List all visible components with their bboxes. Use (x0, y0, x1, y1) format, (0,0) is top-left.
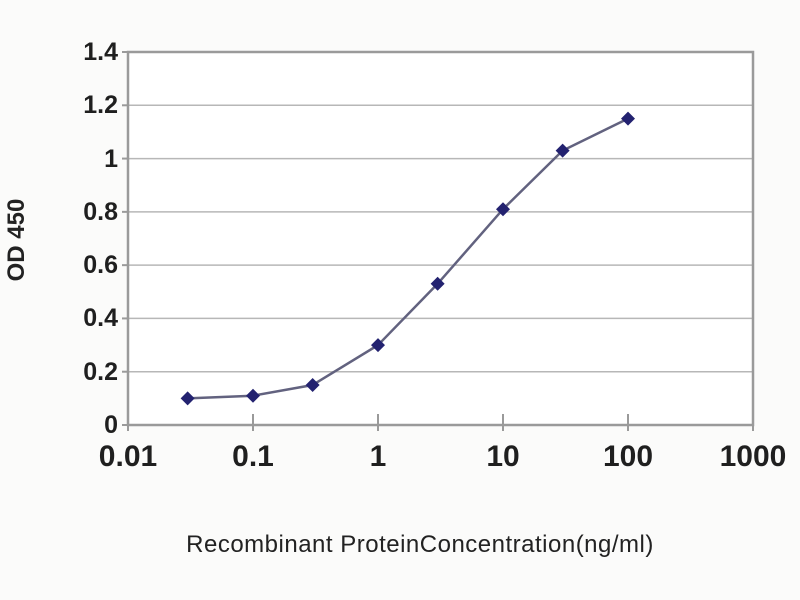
x-tick-label: 10 (486, 440, 520, 473)
x-tick-label: 1 (369, 440, 387, 473)
y-axis-title: OD 450 (3, 198, 30, 282)
data-point-marker (180, 391, 195, 406)
data-point-marker (305, 378, 320, 393)
data-point-marker (621, 111, 635, 126)
x-tick-label: 0.1 (232, 440, 274, 473)
y-tick-label: 1.2 (83, 91, 118, 120)
y-tick-label: 0.8 (83, 197, 118, 226)
data-point-marker (555, 143, 570, 158)
y-tick-label: 0.6 (83, 251, 118, 280)
data-point-marker (496, 202, 510, 217)
y-tick-label: 0 (104, 411, 118, 439)
y-tick-label: 1 (104, 144, 118, 173)
data-point-marker (430, 276, 445, 291)
series-line (187, 117, 629, 400)
y-tick-label: 0.4 (83, 304, 118, 333)
data-point-marker (246, 388, 260, 403)
y-tick-label: 1.4 (83, 38, 118, 66)
x-tick-label: 1000 (719, 440, 787, 473)
data-point-marker (371, 338, 385, 353)
x-tick-label: 0.01 (98, 440, 158, 473)
y-tick-label: 0.2 (83, 357, 118, 386)
plot-background (128, 52, 753, 425)
x-axis-title: Recombinant ProteinConcentration(ng/ml) (186, 531, 654, 558)
x-tick-label: 100 (602, 440, 654, 473)
plot-border (126, 50, 755, 427)
